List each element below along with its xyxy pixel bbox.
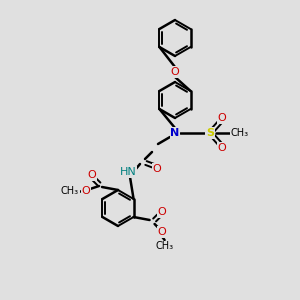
Text: O: O (218, 143, 226, 153)
Text: CH₃: CH₃ (61, 186, 79, 196)
Text: O: O (157, 227, 166, 237)
Text: O: O (153, 164, 161, 174)
Text: N: N (170, 128, 180, 138)
Text: HN: HN (120, 167, 136, 177)
Text: O: O (88, 170, 96, 180)
Text: CH₃: CH₃ (155, 241, 174, 251)
Text: O: O (82, 186, 90, 196)
Text: S: S (206, 128, 214, 138)
Text: O: O (171, 67, 179, 77)
Text: O: O (218, 113, 226, 123)
Text: O: O (157, 207, 166, 217)
Text: CH₃: CH₃ (231, 128, 249, 138)
